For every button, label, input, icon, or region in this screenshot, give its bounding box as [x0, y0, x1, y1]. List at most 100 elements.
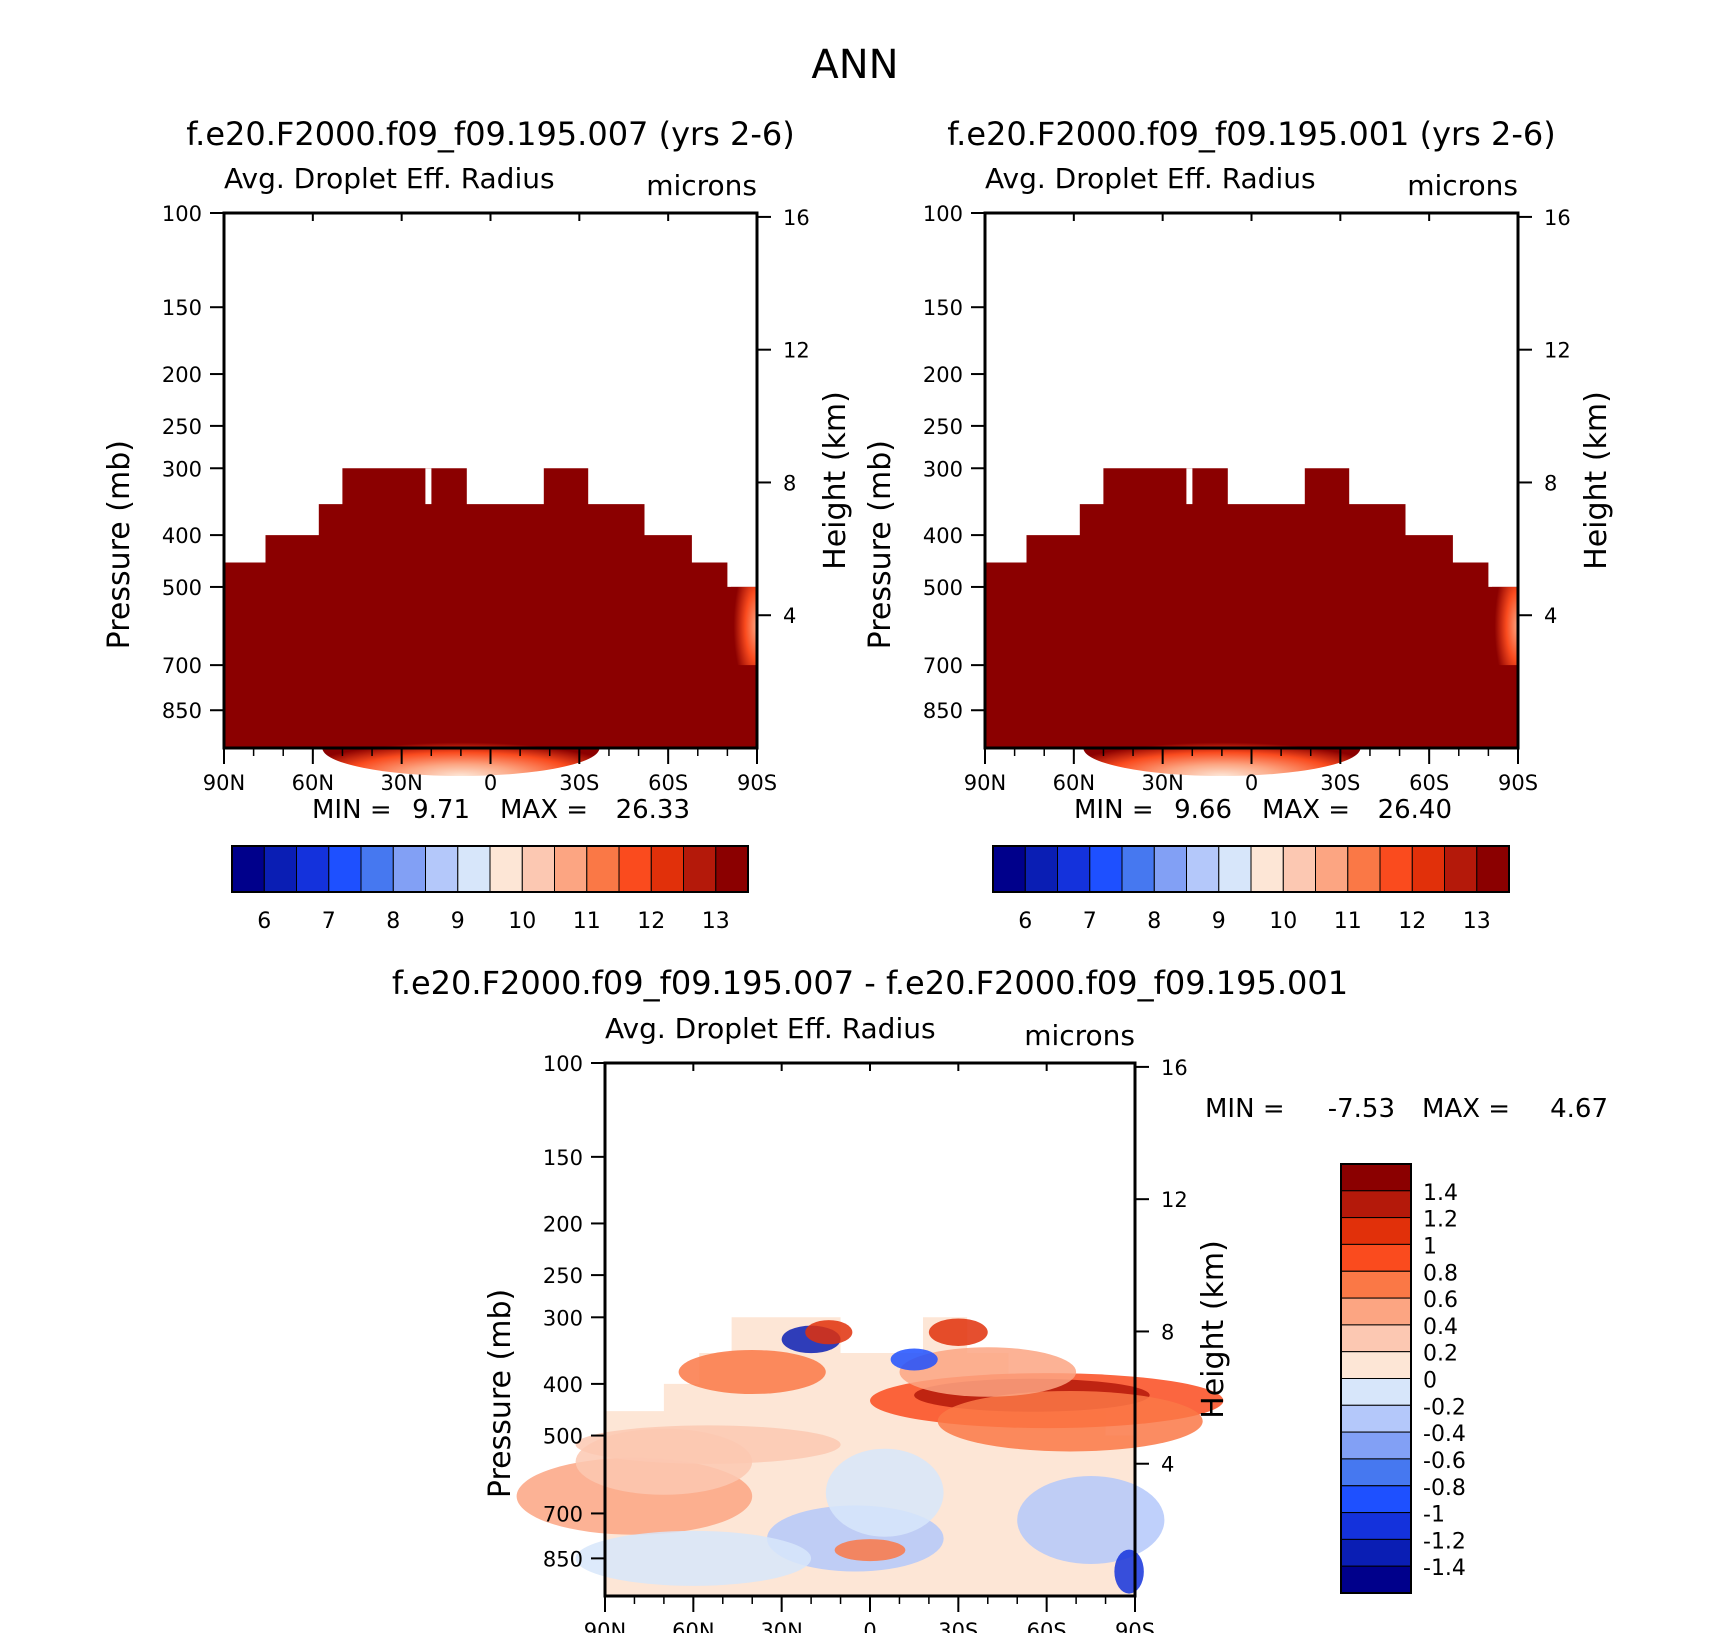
panel-title: f.e20.F2000.f09_f09.195.007 - f.e20.F200…: [392, 964, 1348, 1002]
colorbar-label: 11: [1334, 909, 1362, 934]
min-label: MIN =: [1205, 1094, 1285, 1124]
colorbar-swatch: [1340, 1458, 1412, 1487]
x-tick-label: 30S: [559, 771, 599, 795]
colorbar-label: 11: [573, 909, 601, 934]
max-label: MAX =: [1262, 795, 1350, 825]
colorbar-label: -1.2: [1423, 1529, 1466, 1554]
panel-title: f.e20.F2000.f09_f09.195.007 (yrs 2-6): [186, 115, 795, 153]
y-tick-label: 150: [162, 296, 202, 320]
colorbar-swatch: [489, 845, 523, 893]
height-tick-label: 16: [1544, 206, 1571, 230]
min-value: 9.66: [1174, 795, 1232, 825]
colorbar-swatch: [715, 845, 749, 893]
colorbar-swatch: [1411, 845, 1446, 893]
height-tick-label: 16: [783, 206, 810, 230]
field-patch: [678, 1350, 826, 1394]
x-tick-label: 90N: [203, 771, 245, 795]
colorbar-frame: [992, 845, 1510, 893]
colorbar-label: 6: [1018, 909, 1032, 934]
colorbar-swatch: [1057, 845, 1091, 893]
colorbar-swatch: [392, 845, 427, 893]
units-label: microns: [1407, 169, 1518, 202]
colorbar-swatch: [1444, 845, 1478, 893]
field-patch: [890, 1348, 938, 1371]
field-patch: [825, 1448, 944, 1537]
colorbar-swatch: [1340, 1404, 1412, 1433]
colorbar-swatch: [296, 845, 330, 893]
height-tick-label: 8: [783, 471, 796, 495]
colorbar-swatch: [263, 845, 298, 893]
variable-label: Avg. Droplet Eff. Radius: [224, 162, 555, 195]
units-label: microns: [646, 169, 757, 202]
colorbar-label: -0.6: [1423, 1449, 1466, 1474]
height-tick-label: 12: [783, 339, 810, 363]
colorbar-label: 0.6: [1423, 1288, 1458, 1313]
x-tick-label: 60N: [672, 1619, 714, 1633]
y-tick-label: 100: [923, 202, 963, 226]
colorbar-swatch: [1340, 1324, 1412, 1353]
min-value: 9.71: [412, 795, 470, 825]
colorbar-swatch: [1340, 1190, 1412, 1219]
colorbar-label: 7: [322, 909, 336, 934]
y-tick-label: 400: [923, 524, 963, 548]
x-tick-label: 30N: [760, 1619, 802, 1633]
colorbar-swatch: [992, 845, 1026, 893]
colorbar-swatch: [1340, 1351, 1412, 1379]
height-axis-label: Height (km): [1579, 391, 1614, 570]
max-value: 4.67: [1550, 1094, 1608, 1124]
colorbar-swatch: [1476, 845, 1510, 893]
height-axis-label: Height (km): [818, 391, 853, 570]
colorbar-swatch: [586, 845, 620, 893]
y-tick-label: 200: [162, 363, 202, 387]
y-tick-label: 200: [923, 363, 963, 387]
colorbar-swatch: [328, 845, 362, 893]
field-patch: [899, 1347, 1077, 1397]
colorbar-swatch: [1340, 1270, 1412, 1299]
colorbar-swatch: [1282, 845, 1317, 893]
x-tick-label: 30S: [1320, 771, 1360, 795]
y-tick-label: 850: [923, 699, 963, 723]
max-label: MAX =: [500, 795, 588, 825]
y-axis-label: Pressure (mb): [863, 440, 898, 649]
figure-title: ANN: [811, 42, 898, 88]
colorbar-swatch: [1379, 845, 1413, 893]
colorbar-label: 10: [508, 909, 536, 934]
x-tick-label: 60N: [1053, 771, 1095, 795]
colorbar-swatch: [1218, 845, 1252, 893]
colorbar-label: 1.4: [1423, 1181, 1458, 1206]
height-tick-label: 4: [1544, 604, 1557, 628]
x-tick-label: 0: [484, 771, 497, 795]
colorbar-swatch: [1340, 1163, 1412, 1192]
colorbar-label: 10: [1269, 909, 1297, 934]
y-tick-label: 250: [162, 415, 202, 439]
min-label: MIN =: [1074, 795, 1154, 825]
colorbar-swatch: [1340, 1538, 1412, 1567]
y-tick-label: 500: [543, 1425, 583, 1449]
x-tick-label: 0: [863, 1619, 876, 1633]
colorbar-label: 0.4: [1423, 1315, 1458, 1340]
x-tick-label: 0: [1245, 771, 1258, 795]
field-patch: [575, 1425, 841, 1464]
colorbar-label: 6: [257, 909, 271, 934]
colorbar-swatch: [1340, 1378, 1412, 1406]
units-label: microns: [1024, 1019, 1135, 1052]
colorbar-swatch: [425, 845, 459, 893]
colorbar-label: -0.8: [1423, 1476, 1466, 1501]
min-label: MIN =: [312, 795, 392, 825]
colorbar: 1.41.210.80.60.40.20-0.2-0.4-0.6-0.8-1-1…: [1340, 1163, 1466, 1594]
colorbar-swatch: [360, 845, 394, 893]
height-tick-label: 12: [1544, 339, 1571, 363]
colorbar-label: 0.2: [1423, 1342, 1458, 1367]
colorbar-swatch: [1121, 845, 1155, 893]
variable-label: Avg. Droplet Eff. Radius: [605, 1012, 936, 1045]
field-gap: [425, 468, 432, 505]
field-patch: [928, 1318, 988, 1346]
x-tick-label: 60S: [1027, 1619, 1067, 1633]
y-tick-label: 700: [543, 1502, 583, 1526]
colorbar-label: 7: [1083, 909, 1097, 934]
height-tick-label: 4: [783, 604, 796, 628]
x-tick-label: 90S: [1498, 771, 1538, 795]
y-tick-label: 150: [543, 1146, 583, 1170]
colorbar-label: -0.4: [1423, 1422, 1466, 1447]
colorbar-label: 8: [386, 909, 400, 934]
